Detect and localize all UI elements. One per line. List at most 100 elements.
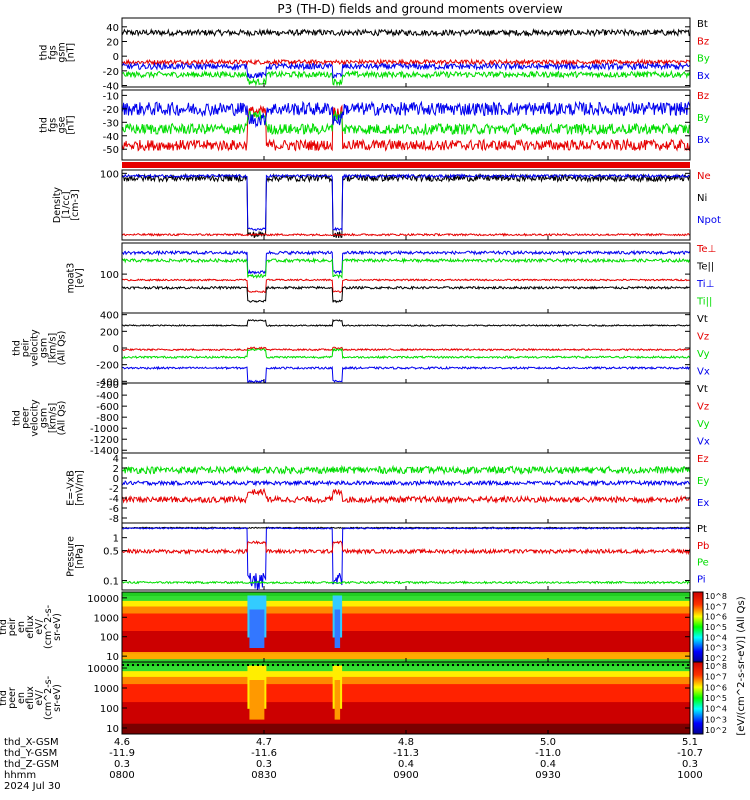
series-Ti⊥ bbox=[121, 249, 691, 275]
series-Ne bbox=[121, 232, 691, 237]
panel-frame bbox=[121, 312, 691, 384]
series-Vt bbox=[121, 318, 691, 328]
colorbar-tick-label: 10^6 bbox=[705, 683, 727, 692]
y-tick-label: 400 bbox=[100, 311, 119, 322]
spectrogram-band bbox=[122, 630, 690, 652]
series-Pi bbox=[121, 526, 691, 591]
legend-Ez: Ez bbox=[697, 454, 709, 465]
y-tick-label: 1 bbox=[113, 534, 119, 545]
y-tick-label: -400 bbox=[96, 391, 119, 402]
y-tick-label: 20 bbox=[106, 37, 119, 48]
colorbar-tick-label: 10^3 bbox=[705, 644, 727, 653]
spectrogram-band bbox=[122, 665, 690, 672]
plot-title: P3 (TH-D) fields and ground moments over… bbox=[277, 2, 562, 16]
legend-Pi: Pi bbox=[697, 574, 706, 585]
series-Vx bbox=[121, 365, 691, 384]
y-tick-label: -20 bbox=[103, 105, 119, 116]
legend-Ne: Ne bbox=[697, 171, 711, 182]
x-tick-label: 0.4 bbox=[398, 759, 414, 770]
x-tick-label: 0930 bbox=[535, 770, 560, 781]
legend-Vy: Vy bbox=[697, 349, 710, 360]
y-tick-label: -40 bbox=[103, 82, 119, 93]
colorbar-peer_eflux: 10^2 10^310^4 10^5 10^610^7 10^8 bbox=[692, 661, 727, 735]
x-tick-label: 0800 bbox=[109, 770, 134, 781]
y-tick-label: -200 bbox=[96, 361, 119, 372]
panel-frame bbox=[121, 452, 691, 524]
x-tick-label: 4.8 bbox=[398, 737, 414, 748]
y-tick-label: 100 bbox=[100, 633, 119, 644]
spectrogram-band bbox=[122, 701, 690, 724]
x-axis-row-label: thd_Z-GSM bbox=[4, 759, 59, 770]
y-axis-label: Density[1/cc][cm-3] bbox=[52, 187, 81, 223]
legend-Bx: Bx bbox=[697, 135, 710, 146]
y-axis-label: thdfgsgsm[nT] bbox=[39, 42, 77, 62]
separator-band bbox=[122, 162, 690, 168]
legend-Pe: Pe bbox=[697, 558, 709, 569]
legend-Te||: Te|| bbox=[696, 262, 714, 273]
y-axis-label: moat3[eV] bbox=[66, 263, 86, 294]
colorbar-label: [eV/(cm^2-s-sr-eV)] (All Qs) bbox=[736, 596, 747, 735]
legend-Pt: Pt bbox=[697, 524, 707, 535]
y-axis-label: thdpeirenefluxeV/(cm^2-s-sr-eV) bbox=[0, 605, 63, 649]
y-tick-label: -8 bbox=[109, 514, 119, 525]
spectrogram-band bbox=[122, 676, 690, 685]
spectrogram-event bbox=[249, 609, 265, 648]
x-tick-label: 0.3 bbox=[256, 759, 272, 770]
spectrogram-event bbox=[249, 680, 265, 720]
y-tick-label: -600 bbox=[96, 402, 119, 413]
y-axis-label: thdpeirvelocitygsm[km/s](All Qs) bbox=[12, 329, 68, 367]
series-Ey bbox=[121, 464, 691, 476]
y-tick-label: -40 bbox=[103, 132, 119, 143]
colorbar-tick-label: 10^8 bbox=[705, 662, 727, 671]
colorbar-tick-label: 10^5 bbox=[705, 694, 727, 703]
series-Te|| bbox=[121, 285, 691, 304]
series-Bx bbox=[121, 61, 691, 79]
x-tick-label: 0900 bbox=[393, 770, 418, 781]
colorbar-tick-label: 10^2 bbox=[705, 726, 727, 735]
x-tick-label: -11.6 bbox=[251, 748, 277, 759]
x-tick-label: 0830 bbox=[251, 770, 276, 781]
x-tick-label: -10.7 bbox=[677, 748, 703, 759]
x-tick-label: 4.7 bbox=[256, 737, 272, 748]
panel-temperature: 100 moat3[eV] Te⊥ Te|| Ti⊥ Ti|| bbox=[66, 242, 716, 314]
x-tick-label: 0.4 bbox=[540, 759, 556, 770]
panel-peer_eflux: 10 100 1000 10000 thdpeerenefluxeV/(cm^2-s-s… bbox=[0, 661, 691, 735]
spectrogram-band bbox=[122, 662, 690, 667]
series-Bz bbox=[121, 58, 691, 67]
y-tick-label: 4 bbox=[113, 454, 119, 465]
y-tick-label: 100 bbox=[100, 169, 119, 180]
y-tick-label: 0 bbox=[113, 52, 119, 63]
x-tick-label: 1000 bbox=[677, 770, 702, 781]
y-tick-label: 0.5 bbox=[103, 547, 119, 558]
y-tick-label: 0.1 bbox=[103, 576, 119, 587]
colorbar-tick-label: 10^4 bbox=[705, 633, 727, 642]
y-tick-label: -4 bbox=[109, 494, 119, 505]
legend-Ey: Ey bbox=[697, 476, 709, 487]
y-axis-label: thdpeerenefluxeV/(cm^2-s-sr-eV) bbox=[0, 676, 63, 720]
legend-Vz: Vz bbox=[697, 402, 709, 413]
y-tick-label: -200 bbox=[96, 380, 119, 391]
spectrogram-band bbox=[122, 606, 690, 614]
legend-Vx: Vx bbox=[697, 437, 710, 448]
panel-peer_velocity: -1400-1200-1000-800-600-400-200thdpeerve… bbox=[12, 380, 710, 457]
series-By bbox=[121, 69, 691, 87]
colorbar-peir_eflux: 10^210^3 10^410^510^6 10^710^8 bbox=[692, 591, 727, 663]
y-axis-label: thdfgsgse[nT] bbox=[39, 115, 77, 134]
legend-Ex: Ex bbox=[697, 498, 709, 509]
colorbar-tick-label: 10^5 bbox=[705, 623, 727, 632]
panel-density: 100 Density[1/cc][cm-3] Ne Ni Npot bbox=[52, 169, 721, 241]
x-axis-row-label: thd_X-GSM bbox=[4, 737, 59, 748]
series-Ex bbox=[121, 479, 691, 487]
y-tick-label: 10 bbox=[106, 724, 119, 735]
panel-fgs_gsm: -40 -20 0 20 40 thdfgsgsm[nT] Bt Bz By Bx bbox=[39, 17, 710, 93]
y-axis-label: thdpeervelocitygsm[km/s](All Qs) bbox=[12, 399, 68, 437]
legend-Pb: Pb bbox=[697, 541, 709, 552]
y-axis-label: Pressure[nPa] bbox=[66, 536, 86, 577]
x-tick-label: 0.3 bbox=[682, 759, 698, 770]
legend-Npot: Npot bbox=[697, 215, 721, 226]
x-axis-row-label: hhmm bbox=[4, 770, 36, 781]
spectrogram bbox=[122, 662, 690, 734]
spectrogram-band bbox=[122, 670, 690, 677]
